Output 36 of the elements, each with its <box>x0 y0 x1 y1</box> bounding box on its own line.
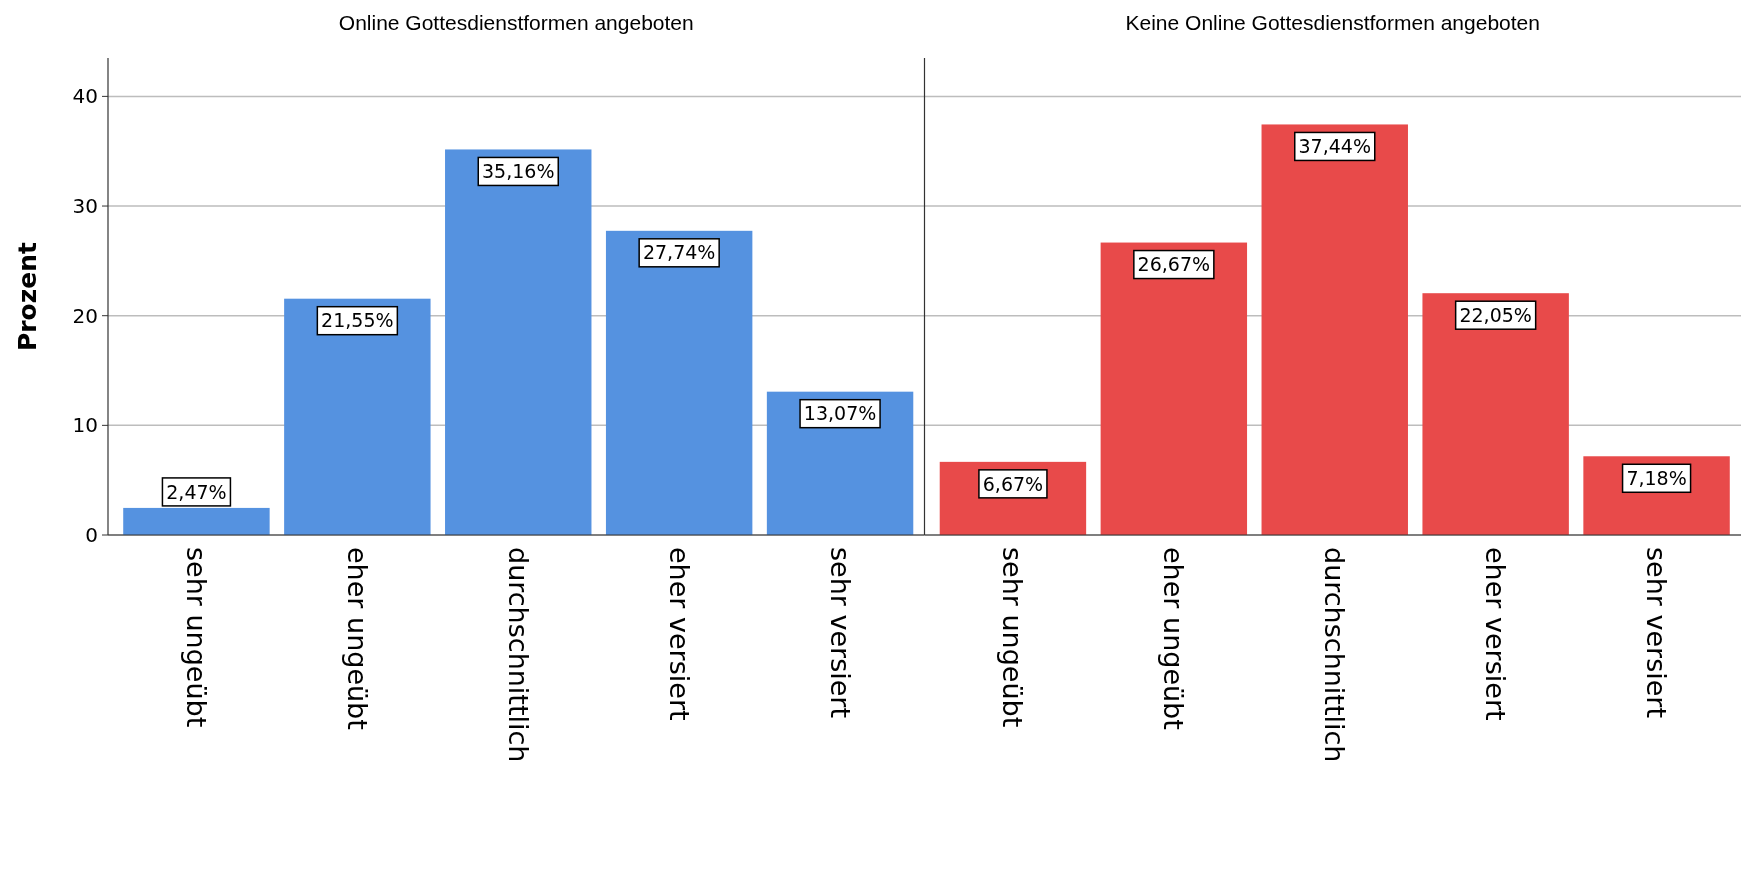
data-label: 22,05% <box>1459 303 1532 326</box>
x-tick-label: sehr versiert <box>1641 547 1673 719</box>
y-tick-label: 0 <box>85 523 98 547</box>
y-tick-label: 30 <box>72 194 98 219</box>
chart-title: Online Gottesdienstformen angeboten <box>338 11 694 34</box>
x-tick-label: sehr versiert <box>824 547 856 719</box>
x-tick-label: eher versiert <box>663 547 695 721</box>
y-tick-label: 40 <box>72 84 98 109</box>
bar <box>123 507 270 535</box>
data-label: 37,44% <box>1298 135 1371 158</box>
y-axis-title: Prozent <box>13 241 42 352</box>
x-tick-label: eher ungeübt <box>341 547 373 730</box>
data-label: 7,18% <box>1626 466 1687 489</box>
data-label: 26,67% <box>1137 253 1211 276</box>
data-label: 27,74% <box>642 241 716 264</box>
data-label: 21,55% <box>321 309 394 332</box>
data-label: 35,16% <box>482 160 555 183</box>
data-label: 2,47% <box>166 480 227 503</box>
x-tick-label: sehr ungeübt <box>997 547 1029 728</box>
bar <box>605 230 753 535</box>
bar <box>1100 242 1248 535</box>
bar <box>1422 293 1569 535</box>
x-tick-label: durchschnittlich <box>1319 547 1351 763</box>
bar <box>766 391 914 535</box>
bar <box>1261 124 1408 535</box>
x-tick-label: durchschnittlich <box>502 547 534 763</box>
x-tick-label: eher versiert <box>1480 547 1512 721</box>
bar <box>445 149 592 535</box>
y-tick-label: 10 <box>72 413 98 438</box>
x-tick-label: sehr ungeübt <box>180 547 212 728</box>
data-label: 13,07% <box>803 402 877 425</box>
data-label: 6,67% <box>982 472 1044 495</box>
bar <box>284 298 431 535</box>
x-tick-label: eher ungeübt <box>1158 547 1190 730</box>
chart-title: Keine Online Gottesdienstformen angeboten <box>1125 11 1540 34</box>
y-tick-label: 20 <box>72 303 98 328</box>
